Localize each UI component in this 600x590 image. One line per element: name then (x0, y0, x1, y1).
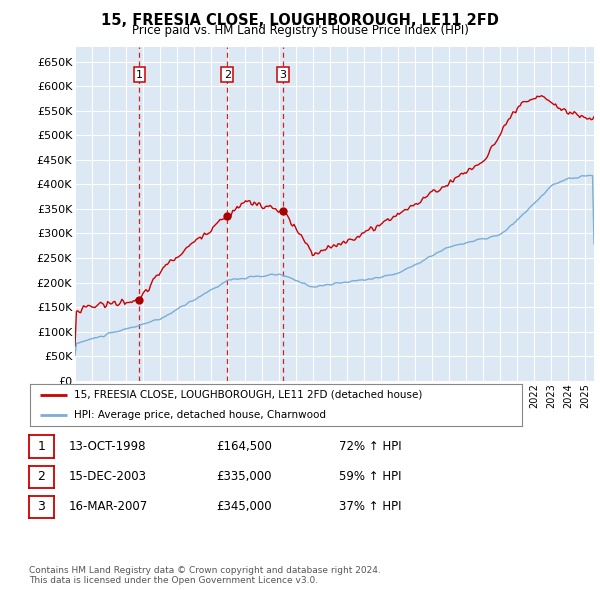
Text: HPI: Average price, detached house, Charnwood: HPI: Average price, detached house, Char… (74, 411, 326, 420)
Text: £335,000: £335,000 (216, 470, 271, 483)
Text: 15, FREESIA CLOSE, LOUGHBOROUGH, LE11 2FD (detached house): 15, FREESIA CLOSE, LOUGHBOROUGH, LE11 2F… (74, 390, 422, 400)
Text: 3: 3 (279, 70, 286, 80)
Text: 16-MAR-2007: 16-MAR-2007 (69, 500, 148, 513)
Text: Price paid vs. HM Land Registry's House Price Index (HPI): Price paid vs. HM Land Registry's House … (131, 24, 469, 37)
Text: 72% ↑ HPI: 72% ↑ HPI (339, 440, 401, 453)
Text: Contains HM Land Registry data © Crown copyright and database right 2024.
This d: Contains HM Land Registry data © Crown c… (29, 566, 380, 585)
Text: 37% ↑ HPI: 37% ↑ HPI (339, 500, 401, 513)
Text: 1: 1 (37, 440, 46, 453)
Text: £345,000: £345,000 (216, 500, 272, 513)
Text: 2: 2 (224, 70, 231, 80)
Text: £164,500: £164,500 (216, 440, 272, 453)
Text: 2: 2 (37, 470, 46, 483)
Text: 13-OCT-1998: 13-OCT-1998 (69, 440, 146, 453)
Text: 1: 1 (136, 70, 143, 80)
Text: 15, FREESIA CLOSE, LOUGHBOROUGH, LE11 2FD: 15, FREESIA CLOSE, LOUGHBOROUGH, LE11 2F… (101, 13, 499, 28)
Text: 59% ↑ HPI: 59% ↑ HPI (339, 470, 401, 483)
Text: 3: 3 (37, 500, 46, 513)
Text: 15-DEC-2003: 15-DEC-2003 (69, 470, 147, 483)
